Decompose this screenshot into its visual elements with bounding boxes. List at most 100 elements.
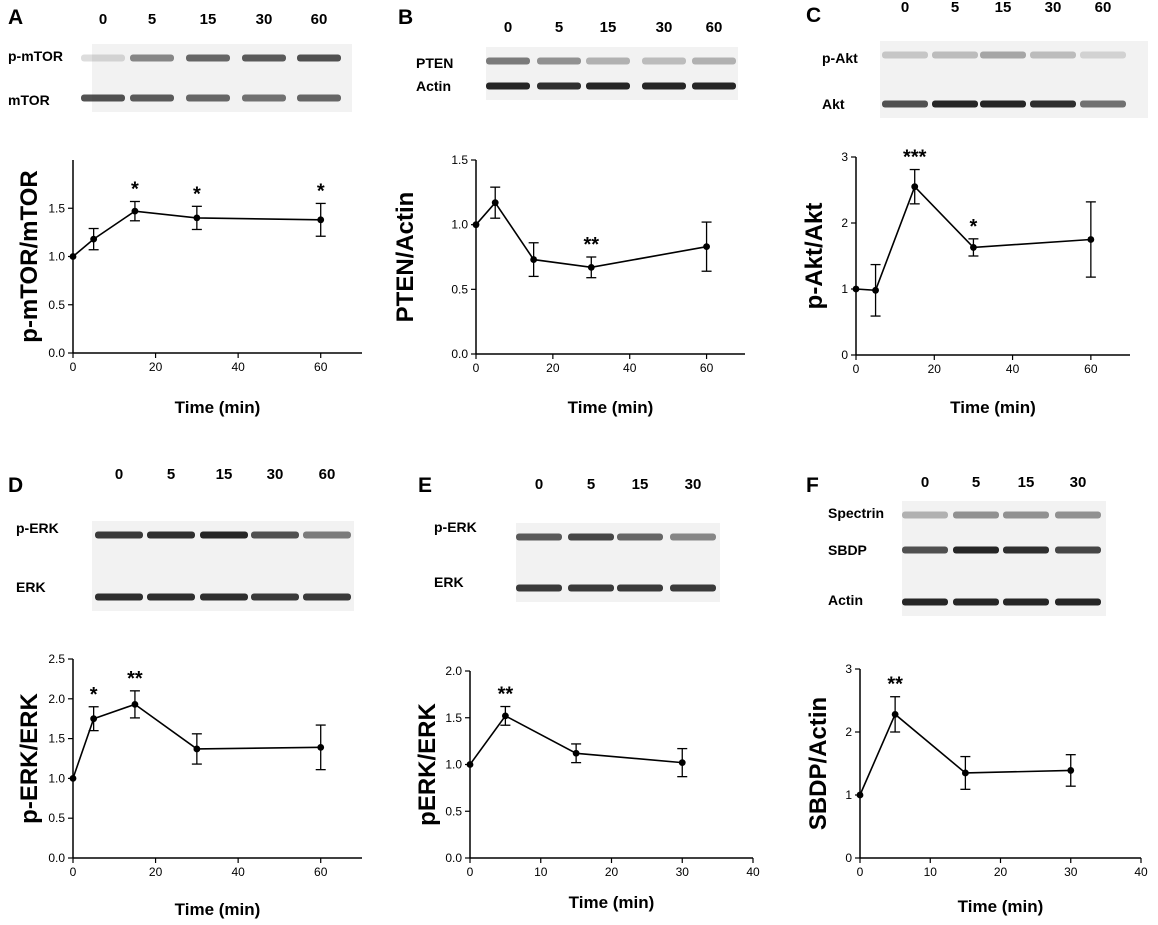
- lane-label: 0: [901, 0, 909, 16]
- y-tick-label: 2: [841, 216, 848, 230]
- blot-row-label: p-ERK: [434, 519, 477, 535]
- blot-row-label: p-mTOR: [8, 48, 63, 64]
- y-tick-label: 0.5: [48, 298, 65, 312]
- y-tick-label: 0.0: [48, 346, 65, 360]
- panel-letter: C: [806, 4, 821, 27]
- data-point: [1067, 767, 1075, 774]
- protein-band: [980, 100, 1026, 108]
- protein-band: [980, 51, 1026, 59]
- protein-band: [670, 533, 716, 541]
- x-tick-label: 40: [746, 865, 760, 879]
- blot-row-label: Spectrin: [828, 505, 884, 521]
- x-tick-label: 60: [314, 360, 328, 374]
- protein-band: [932, 100, 978, 108]
- lane-label: 60: [706, 19, 723, 36]
- x-tick-label: 40: [231, 360, 245, 374]
- y-tick-label: 3: [845, 662, 852, 676]
- data-point: [69, 775, 77, 782]
- blot-row-label: ERK: [16, 579, 46, 595]
- panel-letter: E: [418, 474, 432, 497]
- lane-label: 30: [256, 11, 273, 28]
- panel-letter: F: [806, 474, 819, 497]
- x-axis-title: Time (min): [950, 398, 1036, 417]
- lane-label: 30: [685, 476, 702, 493]
- x-tick-label: 30: [1064, 865, 1078, 879]
- data-point: [501, 712, 509, 720]
- protein-band: [130, 54, 174, 62]
- protein-band: [692, 82, 736, 90]
- lane-label: 5: [951, 0, 959, 16]
- blot-row-label: Akt: [822, 96, 845, 112]
- protein-band: [902, 598, 948, 606]
- x-tick-label: 0: [857, 865, 864, 879]
- protein-band: [1080, 51, 1126, 59]
- blot-row-label: p-Akt: [822, 50, 858, 66]
- x-tick-label: 40: [1134, 865, 1148, 879]
- data-point: [587, 263, 595, 271]
- protein-band: [242, 54, 286, 62]
- x-axis-title: Time (min): [175, 398, 261, 417]
- blot-row-label: Actin: [416, 78, 451, 94]
- significance-marker: ***: [903, 147, 927, 169]
- lane-label: 30: [267, 466, 284, 483]
- y-tick-label: 2.5: [48, 652, 65, 666]
- protein-band: [303, 593, 351, 601]
- significance-marker: *: [90, 684, 98, 706]
- x-tick-label: 20: [994, 865, 1008, 879]
- y-tick-label: 1.5: [451, 153, 468, 167]
- x-tick-label: 0: [473, 361, 480, 375]
- significance-marker: **: [498, 684, 514, 706]
- western-blot: 0 5 15 30 p-ERK ERK: [434, 476, 720, 602]
- x-tick-label: 40: [623, 361, 637, 375]
- lane-label: 0: [99, 11, 107, 28]
- y-tick-label: 3: [841, 150, 848, 164]
- lane-label: 30: [1070, 474, 1087, 491]
- data-point: [466, 761, 474, 768]
- panel-letter: A: [8, 6, 23, 29]
- blot-row-label: Actin: [828, 592, 863, 608]
- lane-label: 15: [200, 11, 217, 28]
- lane-label: 5: [555, 19, 563, 36]
- x-axis-title: Time (min): [569, 893, 655, 912]
- protein-band: [486, 82, 530, 90]
- data-point: [970, 244, 977, 251]
- protein-band: [617, 584, 663, 592]
- protein-band: [251, 531, 299, 539]
- lane-label: 0: [504, 19, 512, 36]
- x-tick-label: 20: [605, 865, 619, 879]
- x-tick-label: 0: [70, 360, 77, 374]
- y-tick-label: 1.0: [48, 250, 65, 264]
- protein-band: [902, 511, 948, 519]
- protein-band: [186, 94, 230, 102]
- blot-background: [486, 47, 738, 100]
- y-axis-title: SBDP/Actin: [805, 697, 832, 830]
- lane-label: 0: [921, 474, 929, 491]
- x-tick-label: 20: [149, 360, 163, 374]
- protein-band: [586, 57, 630, 65]
- data-point: [193, 214, 201, 222]
- data-point: [856, 791, 864, 799]
- blot-row-label: p-ERK: [16, 520, 59, 536]
- lane-label: 30: [656, 19, 673, 36]
- y-tick-label: 1.0: [451, 218, 468, 232]
- protein-band: [81, 94, 125, 102]
- blot-row-label: SBDP: [828, 542, 867, 558]
- y-tick-label: 0.5: [445, 804, 462, 818]
- lane-label: 5: [167, 466, 175, 483]
- significance-marker: *: [131, 178, 139, 200]
- y-axis-title: p-Akt/Akt: [801, 203, 828, 310]
- western-blot: 0 5 15 30 Spectrin SBDP Actin: [828, 474, 1106, 616]
- x-tick-label: 10: [534, 865, 548, 879]
- y-tick-label: 1.0: [48, 771, 65, 785]
- lane-label: 15: [600, 19, 617, 36]
- series-line: [469, 714, 683, 765]
- line-chart: 0.0 0.5 1.0 1.5 0 20 40 60 p-mTOR/mTOR Time (min)…: [16, 160, 362, 417]
- data-point: [317, 216, 325, 224]
- protein-band: [670, 584, 716, 592]
- protein-band: [692, 57, 736, 65]
- data-point: [703, 243, 710, 251]
- data-point: [530, 256, 538, 263]
- data-point: [90, 715, 98, 723]
